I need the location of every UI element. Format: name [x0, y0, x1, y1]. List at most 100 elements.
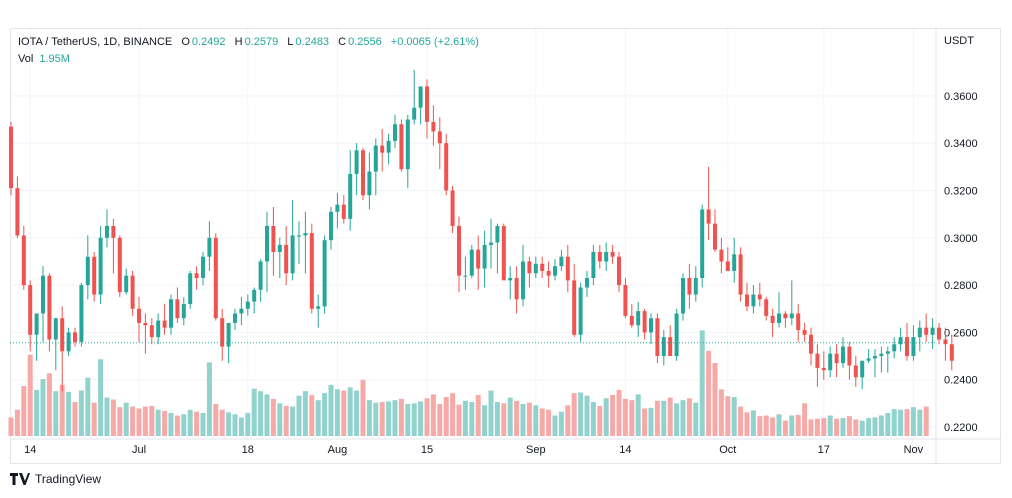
candle-body	[809, 334, 813, 354]
volume-bar	[206, 362, 212, 436]
volume-bar	[494, 402, 500, 436]
volume-bar	[514, 400, 520, 436]
volume-bar	[750, 410, 756, 436]
candle-body	[380, 145, 385, 153]
candle-body	[546, 270, 551, 276]
volume-bar	[386, 401, 392, 436]
volume-bar	[264, 394, 270, 436]
volume-bar	[392, 400, 398, 436]
candle-body	[162, 320, 167, 328]
volume-bar	[98, 359, 104, 436]
candle-body	[207, 237, 212, 257]
candle-body	[719, 249, 724, 262]
volume-bar	[616, 389, 622, 436]
volume-bar	[373, 402, 379, 436]
volume-bar	[354, 390, 360, 436]
open-value: 0.2492	[191, 36, 226, 48]
candle-body	[732, 254, 737, 271]
candle-body	[85, 256, 90, 286]
candle-body	[367, 171, 372, 196]
volume-bar	[571, 393, 577, 436]
candle-body	[636, 311, 641, 326]
volume-bar	[507, 397, 513, 436]
candle-body	[9, 126, 13, 189]
candle-body	[277, 244, 282, 252]
volume-bar	[891, 409, 897, 436]
candle-body	[309, 233, 314, 309]
volume-bar	[814, 418, 820, 436]
volume-bar	[533, 405, 539, 436]
volume-bar	[360, 379, 366, 436]
candle-body	[757, 294, 762, 300]
volume-bar	[309, 395, 315, 436]
candle-body	[34, 313, 39, 335]
volume-bar	[667, 397, 673, 436]
ohlc-legend: IOTA / TetherUS, 1D, BINANCE O 0.2492 H 0.…	[18, 36, 481, 48]
volume-bar	[245, 412, 251, 436]
volume-bar	[731, 396, 737, 436]
volume-bar	[46, 373, 52, 436]
volume-bar	[802, 403, 808, 436]
candle-body	[777, 313, 781, 323]
candle-body	[495, 225, 500, 243]
symbol-label[interactable]: IOTA / TetherUS, 1D, BINANCE	[18, 36, 173, 48]
candle-body	[21, 235, 26, 286]
volume-bar	[661, 400, 667, 436]
tradingview-logo[interactable]: TradingView	[10, 472, 101, 486]
x-tick-label: Sep	[526, 444, 546, 456]
high-value: 0.2579	[244, 36, 279, 48]
volume-bar	[648, 407, 654, 436]
candle-body	[476, 249, 481, 269]
candle-body	[60, 318, 65, 352]
candle-body	[783, 313, 788, 319]
volume-bar	[53, 391, 59, 436]
y-tick-label: 0.2800	[944, 280, 978, 292]
volume-bar	[699, 330, 705, 436]
volume-bar	[456, 404, 462, 436]
volume-bar	[520, 404, 526, 436]
volume-bar	[174, 415, 180, 436]
volume-bar	[322, 393, 328, 436]
candle-body	[213, 237, 218, 319]
volume-bar	[526, 402, 532, 436]
volume-bar	[27, 354, 33, 436]
candle-body	[450, 190, 455, 226]
volume-bar	[725, 396, 731, 436]
candle-body	[911, 337, 916, 357]
volume-bar	[744, 412, 750, 436]
candle-body	[105, 225, 109, 238]
volume-bar	[328, 384, 334, 436]
volume-bar	[34, 389, 40, 436]
candle-body	[329, 211, 333, 241]
candle-body	[341, 204, 346, 219]
candle-body	[802, 330, 807, 335]
volume-bar	[686, 398, 692, 436]
candle-body	[751, 294, 756, 307]
volume-bar	[181, 414, 187, 436]
candle-body	[463, 275, 468, 277]
candle-body	[258, 261, 263, 290]
volume-label: Vol	[18, 53, 34, 65]
candle-body	[815, 353, 820, 368]
volume-bar	[859, 420, 865, 436]
volume-bar	[238, 417, 244, 436]
volume-bar	[347, 387, 353, 436]
candle-body	[623, 285, 628, 316]
candle-body	[444, 143, 449, 191]
candle-body	[572, 280, 577, 335]
candle-body	[713, 223, 717, 250]
candle-body	[668, 337, 673, 357]
volume-value: 1.95M	[39, 53, 70, 65]
candle-body	[764, 299, 769, 316]
candle-body	[834, 353, 839, 364]
volume-bar	[405, 404, 411, 436]
candle-body	[629, 315, 634, 326]
candle-body	[687, 278, 692, 295]
candle-body	[841, 346, 845, 364]
candle-body	[565, 256, 570, 281]
volume-bar	[770, 417, 776, 436]
candle-body	[655, 318, 660, 357]
volume-bar	[110, 399, 116, 436]
volume-bar	[590, 402, 596, 436]
